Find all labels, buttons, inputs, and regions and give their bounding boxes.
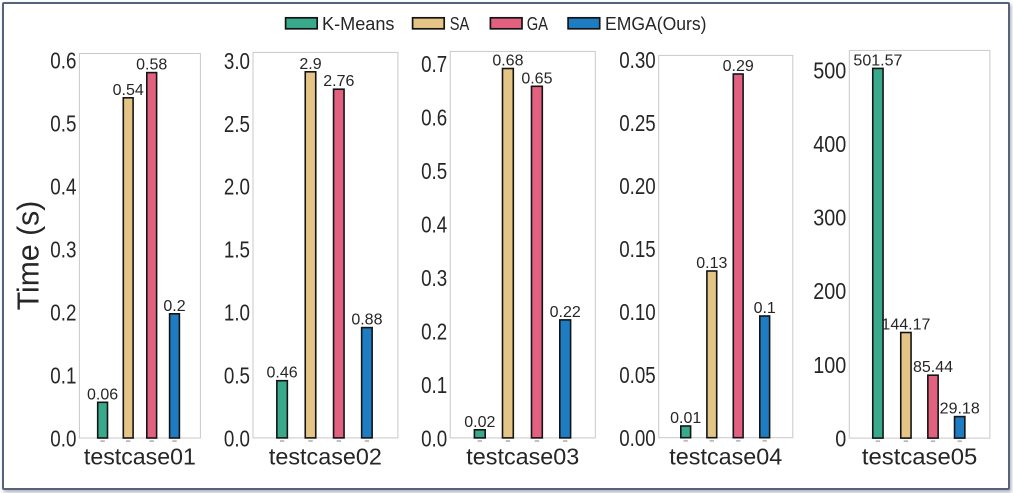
svg-text:300: 300	[813, 205, 846, 231]
svg-text:testcase05: testcase05	[862, 444, 978, 470]
svg-text:200: 200	[813, 278, 846, 304]
svg-text:1.5: 1.5	[224, 237, 250, 263]
svg-text:2.9: 2.9	[299, 56, 321, 73]
svg-text:Time (s): Time (s)	[11, 201, 46, 311]
svg-text:0.68: 0.68	[492, 53, 523, 70]
svg-text:0.4: 0.4	[421, 211, 447, 237]
svg-text:0.1: 0.1	[50, 362, 76, 388]
svg-text:0.3: 0.3	[421, 265, 447, 291]
svg-text:0.5: 0.5	[50, 110, 76, 136]
svg-text:0.1: 0.1	[421, 372, 447, 398]
svg-text:0.22: 0.22	[550, 304, 581, 321]
svg-text:0.1: 0.1	[754, 300, 776, 317]
svg-text:EMGA(Ours): EMGA(Ours)	[605, 13, 707, 34]
svg-text:0.7: 0.7	[421, 51, 447, 77]
svg-text:29.18: 29.18	[940, 401, 980, 418]
svg-text:0.88: 0.88	[351, 312, 382, 329]
svg-text:2.0: 2.0	[224, 174, 250, 200]
svg-text:400: 400	[813, 131, 846, 157]
svg-text:144.17: 144.17	[881, 317, 930, 334]
svg-text:0.06: 0.06	[87, 386, 118, 403]
svg-text:2.76: 2.76	[323, 73, 354, 90]
svg-text:0.2: 0.2	[421, 318, 447, 344]
svg-text:0.65: 0.65	[521, 70, 552, 87]
svg-text:0.6: 0.6	[421, 104, 447, 130]
svg-text:0.30: 0.30	[619, 47, 656, 73]
svg-text:GA: GA	[527, 13, 549, 34]
svg-text:0.2: 0.2	[163, 298, 185, 315]
svg-text:0.6: 0.6	[50, 47, 76, 73]
svg-text:K-Means: K-Means	[322, 13, 395, 34]
svg-text:0.29: 0.29	[723, 58, 754, 75]
svg-text:0.0: 0.0	[224, 425, 250, 451]
svg-text:0.05: 0.05	[619, 362, 656, 388]
svg-text:0.2: 0.2	[50, 299, 76, 325]
svg-text:testcase01: testcase01	[84, 444, 196, 470]
svg-text:1.0: 1.0	[224, 300, 250, 326]
svg-text:0.00: 0.00	[619, 425, 656, 451]
svg-text:2.5: 2.5	[224, 111, 250, 137]
svg-text:0.4: 0.4	[50, 173, 76, 199]
svg-text:100: 100	[813, 352, 846, 378]
svg-text:0.0: 0.0	[50, 425, 76, 451]
svg-text:testcase04: testcase04	[669, 444, 782, 470]
svg-text:0.01: 0.01	[670, 410, 701, 427]
svg-text:0.0: 0.0	[421, 425, 447, 451]
svg-text:85.44: 85.44	[913, 359, 953, 376]
svg-text:0.3: 0.3	[50, 236, 76, 262]
svg-text:0.20: 0.20	[619, 173, 656, 199]
svg-text:0.15: 0.15	[619, 236, 656, 262]
svg-text:3.0: 3.0	[224, 48, 250, 74]
svg-text:testcase03: testcase03	[466, 444, 579, 470]
svg-text:501.57: 501.57	[853, 52, 902, 69]
svg-text:0.13: 0.13	[696, 255, 727, 272]
svg-text:0.58: 0.58	[136, 57, 167, 74]
svg-text:SA: SA	[450, 13, 470, 34]
svg-text:0.5: 0.5	[421, 158, 447, 184]
svg-text:500: 500	[813, 57, 846, 83]
svg-text:0.02: 0.02	[464, 414, 495, 431]
svg-text:0.5: 0.5	[224, 362, 250, 388]
svg-text:0: 0	[835, 426, 846, 452]
svg-text:testcase02: testcase02	[269, 444, 382, 470]
svg-text:0.46: 0.46	[267, 365, 298, 382]
svg-text:0.25: 0.25	[619, 110, 656, 136]
svg-text:0.54: 0.54	[113, 82, 144, 99]
svg-text:0.10: 0.10	[619, 299, 656, 325]
